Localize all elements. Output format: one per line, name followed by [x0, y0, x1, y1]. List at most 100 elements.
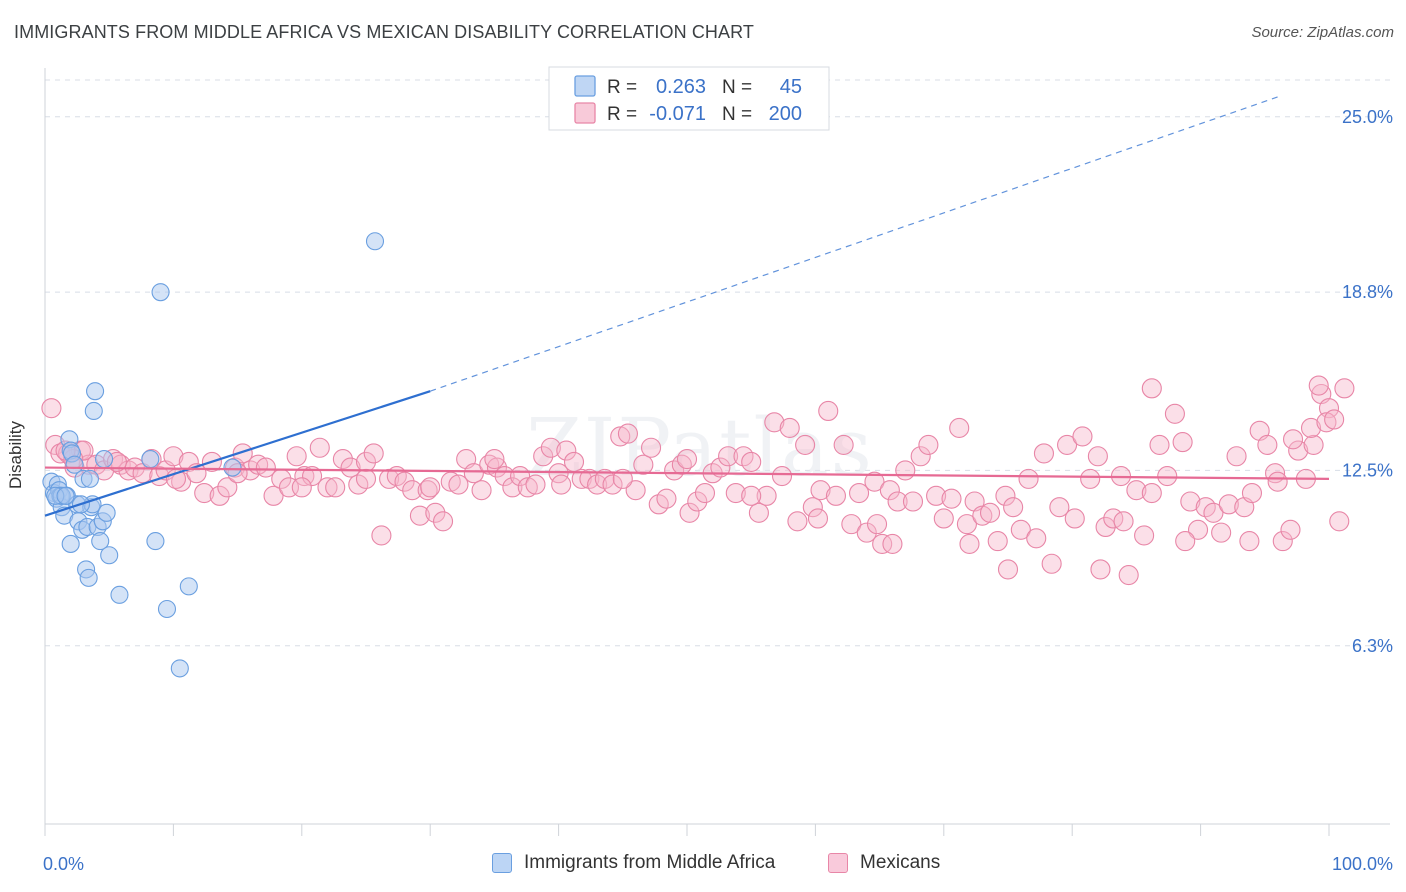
mexicans-point [841, 514, 862, 535]
mexicans-point [1288, 440, 1309, 461]
mexicans-point [1226, 446, 1247, 467]
mexicans-point [41, 398, 62, 419]
mexicans-point [263, 485, 284, 506]
mexicans-point [1187, 519, 1209, 540]
mexicans-point [818, 400, 839, 422]
mexicans-point [1126, 480, 1147, 501]
immigrants-point [146, 532, 165, 551]
mexicans-point [1172, 432, 1193, 453]
mexicans-point [741, 451, 762, 472]
immigrants-points [42, 232, 385, 678]
immigrants-point [179, 577, 198, 596]
y-tick-label: 6.3% [1352, 636, 1393, 656]
source-label: Source: ZipAtlas.com [1251, 24, 1394, 41]
legend-item-immigrants[interactable]: Immigrants from Middle Africa [492, 852, 775, 874]
immigrants-point [141, 450, 160, 469]
mexicans-point [1141, 378, 1162, 399]
immigrants-trend-line [44, 390, 431, 517]
mexicans-point [610, 426, 631, 447]
mexicans-point [309, 437, 330, 458]
trend-lines [44, 96, 1330, 517]
mexicans-point [1010, 519, 1031, 540]
mexicans-point [748, 502, 769, 523]
legend-top-swatch [574, 102, 596, 124]
mexicans-point [1334, 378, 1355, 399]
legend-top-swatch [574, 75, 596, 97]
mexicans-point [402, 480, 423, 501]
immigrants-point [91, 532, 110, 551]
mexicans-point [209, 485, 230, 506]
mexicans-point [771, 465, 793, 487]
mexicans-point [563, 451, 585, 472]
x-tick-label: 0.0% [43, 854, 84, 874]
mexicans-point [1175, 531, 1196, 552]
immigrants-trend-extension [430, 96, 1278, 392]
mexicans-point [194, 482, 215, 504]
mexicans-point [1141, 482, 1162, 504]
mexicans-point [656, 488, 677, 509]
mexicans-point [625, 480, 646, 501]
mexicans-point [1329, 511, 1350, 532]
mexicans-point [926, 485, 947, 506]
immigrants-point [80, 469, 99, 488]
legend-r-label: R = [607, 77, 637, 98]
mexicans-point [1064, 508, 1085, 529]
immigrants-point [151, 283, 170, 302]
mexicans-point [1267, 471, 1288, 492]
mexicans-point [718, 446, 739, 467]
mexicans-point [910, 446, 931, 467]
immigrants-point [365, 232, 385, 251]
mexicans-point [879, 480, 900, 501]
legend-label-mexicans: Mexicans [860, 852, 941, 873]
mexicans-point [1303, 434, 1324, 455]
mexicans-point [997, 559, 1019, 580]
y-tick-label: 12.5% [1342, 460, 1393, 480]
y-tick-label: 25.0% [1342, 107, 1393, 127]
mexicans-point [425, 502, 446, 523]
mexicans-point [525, 474, 546, 495]
chart-title: IMMIGRANTS FROM MIDDLE AFRICA VS MEXICAN… [14, 22, 755, 42]
mexicans-point [1057, 434, 1078, 455]
mexicans-point [556, 440, 577, 461]
mexicans-point [394, 471, 415, 492]
legend-item-mexicans[interactable]: Mexicans [828, 852, 940, 874]
mexicans-point [1134, 525, 1155, 546]
mexicans-point [232, 443, 253, 464]
mexicans-point [255, 457, 276, 478]
immigrants-point [79, 568, 98, 587]
mexicans-point [1049, 497, 1070, 518]
mexicans-point [1324, 409, 1345, 430]
immigrants-point [223, 458, 242, 477]
mexicans-point [602, 474, 623, 495]
mexicans-point [1026, 528, 1047, 549]
mexicans-point [1149, 434, 1170, 455]
mexicans-point [612, 468, 633, 489]
mexicans-point [972, 505, 993, 526]
mexicans-point [533, 446, 554, 467]
mexicans-point [1300, 417, 1322, 439]
mexicans-point [956, 514, 977, 535]
mexicans-point [866, 514, 888, 535]
mexicans-point [286, 446, 307, 467]
mexicans-point [371, 525, 392, 546]
immigrants-point [157, 599, 177, 619]
immigrants-point [86, 382, 105, 401]
mexicans-point [551, 474, 572, 495]
mexicans-point [1203, 502, 1224, 523]
mexicans-point [420, 477, 441, 498]
mexicans-point [756, 485, 777, 506]
immigrants-point [95, 450, 114, 469]
mexicans-point [741, 485, 762, 506]
mexicans-trend-line [44, 466, 1330, 480]
mexicans-point [633, 454, 654, 475]
mexicans-point [291, 477, 312, 498]
mexicans-point [1113, 511, 1134, 532]
mexicans-point [1087, 446, 1108, 467]
mexicans-point [825, 485, 846, 506]
mexicans-point [1080, 468, 1101, 489]
mexicans-point [1072, 426, 1093, 447]
mexicans-point [1180, 491, 1201, 512]
immigrants-point [56, 486, 75, 505]
legend-top: R = 0.263 N = 45 R = -0.071 N = 200 [548, 66, 830, 131]
mexicans-point [1239, 531, 1260, 552]
